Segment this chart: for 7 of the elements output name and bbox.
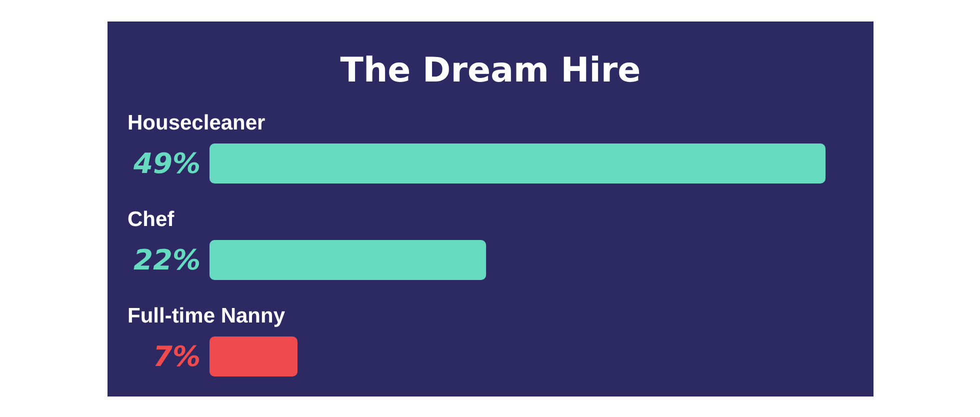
chart-title: The Dream Hire [340, 50, 641, 90]
data-label: 49% [132, 147, 201, 180]
data-label: 22% [133, 244, 201, 276]
y-tick-label: Housecleaner [128, 112, 266, 134]
y-tick-label: Full-time Nanny [128, 304, 286, 328]
data-label: 7% [152, 340, 201, 373]
y-tick-label: Chef [128, 208, 176, 231]
